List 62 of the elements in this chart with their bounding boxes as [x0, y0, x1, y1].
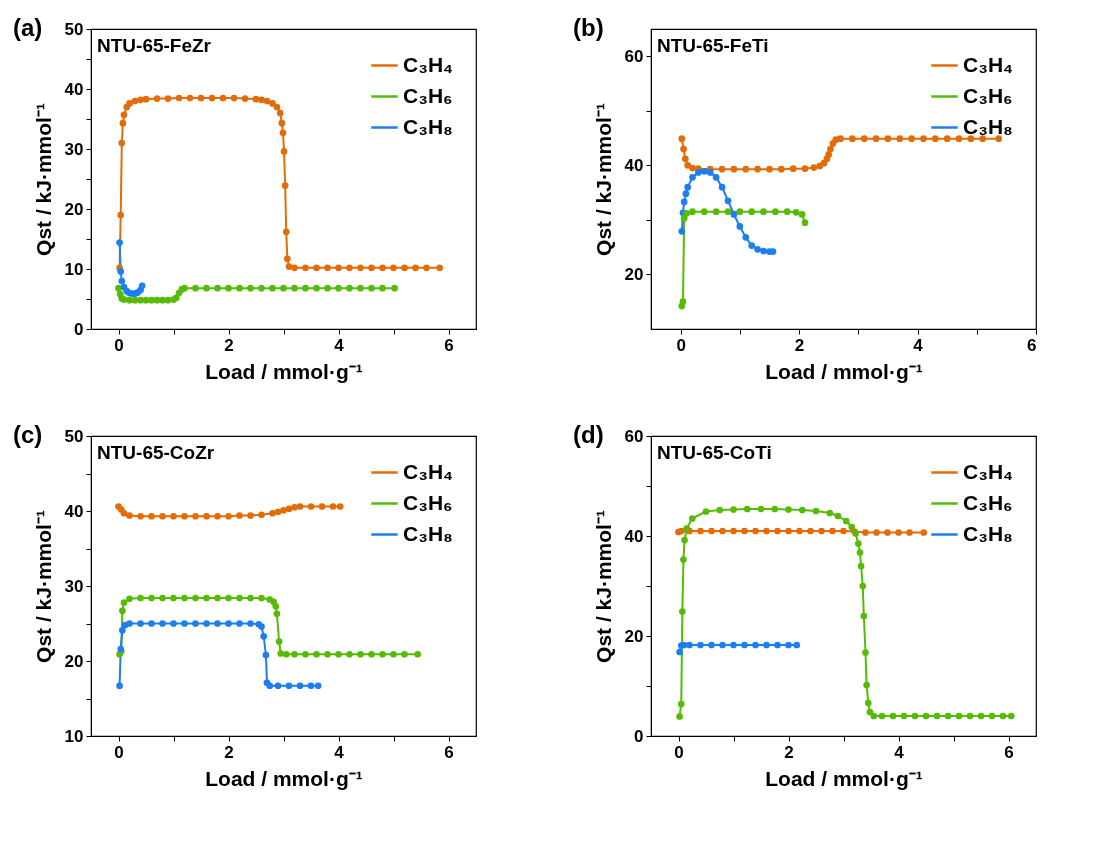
x-axis-title: Load / mmol·g⁻¹: [765, 359, 923, 383]
x-tick-label: 6: [1027, 335, 1037, 355]
x-tick-label: 4: [894, 742, 905, 762]
y-tick-label: 20: [64, 651, 84, 671]
x-tick-label: 6: [1004, 742, 1014, 762]
x-tick-label: 0: [114, 335, 124, 355]
y-tick-label: 40: [64, 79, 84, 99]
x-axis-title: Load / mmol·g⁻¹: [765, 766, 923, 790]
text: (b): [573, 14, 604, 41]
x-tick-label: 6: [444, 742, 454, 762]
legend-label: C₃H₄: [403, 459, 454, 483]
legend-label: C₃H₄: [963, 459, 1014, 483]
chart-title: NTU-65-FeZr: [97, 35, 212, 56]
y-tick-label: 40: [624, 155, 644, 175]
legend-label: C₃H₈: [963, 114, 1013, 138]
x-tick-label: 2: [794, 335, 805, 355]
y-axis-title: Qst / kJ·mmol⁻¹: [31, 103, 55, 256]
y-axis-title: Qst / kJ·mmol⁻¹: [31, 510, 55, 663]
legend-label: C₃H₄: [963, 52, 1014, 76]
y-tick-label: 0: [74, 319, 84, 339]
legend-label: C₃H₆: [963, 83, 1013, 107]
y-tick-label: 20: [64, 199, 84, 219]
chart-title: NTU-65-CoTi: [657, 442, 772, 463]
x-tick-label: 2: [224, 335, 234, 355]
y-tick-label: 10: [64, 259, 84, 279]
x-tick-label: 0: [674, 742, 684, 762]
y-tick-label: 0: [634, 726, 644, 746]
legend-label: C₃H₈: [963, 521, 1013, 545]
legend-label: C₃H₆: [963, 490, 1013, 514]
y-tick-label: 30: [64, 576, 84, 596]
x-tick-label: 0: [114, 742, 124, 762]
y-tick-label: 40: [624, 526, 644, 546]
text: (c): [13, 421, 43, 448]
legend-label: C₃H₆: [403, 490, 453, 514]
legend-label: C₃H₆: [403, 83, 453, 107]
x-tick-label: 6: [444, 335, 454, 355]
x-tick-label: 2: [784, 742, 794, 762]
y-tick-label: 40: [64, 501, 84, 521]
y-tick-label: 50: [64, 19, 84, 39]
x-tick-label: 2: [224, 742, 234, 762]
chart-title: NTU-65-CoZr: [97, 442, 215, 463]
y-tick-label: 20: [624, 264, 644, 284]
text: (d): [573, 421, 604, 448]
y-tick-label: 50: [64, 426, 84, 446]
legend-label: C₃H₄: [403, 52, 454, 76]
y-tick-label: 60: [624, 46, 644, 66]
y-axis-title: Qst / kJ·mmol⁻¹: [591, 103, 615, 256]
x-axis-title: Load / mmol·g⁻¹: [205, 359, 363, 383]
legend-label: C₃H₈: [403, 521, 453, 545]
y-tick-label: 20: [624, 626, 644, 646]
y-tick-label: 10: [64, 726, 84, 746]
x-tick-label: 4: [334, 335, 345, 355]
legend-label: C₃H₈: [403, 114, 453, 138]
x-tick-label: 4: [913, 335, 924, 355]
y-tick-label: 60: [624, 426, 644, 446]
text: (a): [13, 14, 43, 41]
y-tick-label: 30: [64, 139, 84, 159]
y-axis-title: Qst / kJ·mmol⁻¹: [591, 510, 615, 663]
x-tick-label: 0: [676, 335, 686, 355]
x-tick-label: 4: [334, 742, 345, 762]
chart-title: NTU-65-FeTi: [657, 35, 769, 56]
x-axis-title: Load / mmol·g⁻¹: [205, 766, 363, 790]
